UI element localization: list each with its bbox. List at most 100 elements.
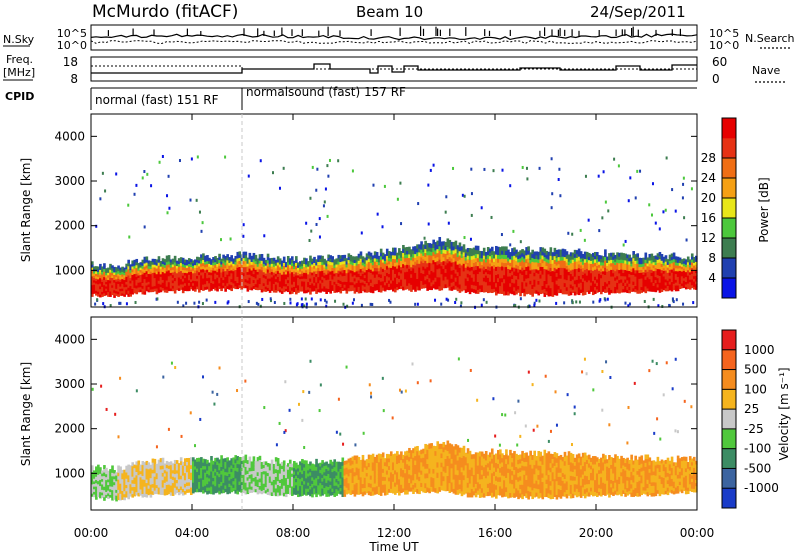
power-cell <box>276 273 280 277</box>
velocity-cell <box>119 466 122 471</box>
power-cell <box>202 262 205 267</box>
velocity-cell <box>159 468 163 474</box>
power-cell <box>297 289 300 293</box>
velocity-cell <box>103 465 106 470</box>
power-cell <box>135 282 139 286</box>
power-cell <box>105 290 108 294</box>
power-cell <box>503 278 506 284</box>
power-cell <box>636 273 640 278</box>
power-cell <box>630 257 633 261</box>
power-cell <box>495 290 498 296</box>
power-cell <box>664 281 668 286</box>
power-cell <box>559 281 563 286</box>
velocity-cell <box>230 468 233 473</box>
velocity-cell <box>179 482 183 487</box>
power-cell <box>183 267 187 271</box>
power-cell <box>353 256 357 260</box>
power-cell <box>505 266 508 272</box>
power-cell <box>323 261 326 265</box>
power-cell <box>282 288 286 293</box>
velocity-cell <box>200 481 203 486</box>
power-cell <box>177 260 181 265</box>
power-ground-echo <box>661 304 664 308</box>
power-cell <box>232 278 236 281</box>
power-cell <box>185 267 189 271</box>
power-cell <box>181 281 185 285</box>
power-cell <box>147 276 151 280</box>
power-cell <box>343 281 347 285</box>
power-cell <box>408 257 411 262</box>
power-cell <box>101 291 104 295</box>
power-cell <box>474 281 478 286</box>
power-cell <box>206 260 209 265</box>
power-cell <box>660 263 664 267</box>
power-cell <box>551 292 555 297</box>
power-cell <box>208 268 211 273</box>
power-cell <box>523 284 526 289</box>
velocity-cell <box>288 466 292 471</box>
power-cell <box>652 258 656 263</box>
power-cell <box>169 280 173 284</box>
power-cell <box>353 271 357 276</box>
power-cell <box>331 259 334 263</box>
power-cell <box>541 289 545 294</box>
power-cell <box>680 266 684 270</box>
power-cell <box>418 259 421 264</box>
power-cell <box>577 252 581 257</box>
power-cell <box>313 268 316 272</box>
power-cell <box>426 250 429 256</box>
power-cell <box>638 275 642 279</box>
power-cell <box>408 279 411 284</box>
power-cell <box>527 246 530 251</box>
power-cell <box>596 255 599 260</box>
power-cell <box>244 251 248 256</box>
power-cell <box>185 270 189 274</box>
velocity-cell <box>159 479 163 484</box>
velocity-cell <box>151 490 155 495</box>
power-cell <box>410 252 413 257</box>
power-cell <box>315 262 318 266</box>
power-cell <box>321 264 324 269</box>
velocity-cell <box>101 473 104 477</box>
power-cell <box>593 255 597 260</box>
power-cell <box>529 283 532 288</box>
power-cell <box>196 278 199 282</box>
power-cell <box>640 280 644 285</box>
power-cell <box>523 250 526 255</box>
power-cell <box>618 252 621 257</box>
power-cell <box>488 248 492 253</box>
power-cell <box>95 292 98 296</box>
power-cell <box>456 279 460 284</box>
power-cell <box>448 248 452 253</box>
power-cell <box>593 269 597 274</box>
power-cell <box>539 278 543 283</box>
power-cell <box>583 287 587 292</box>
power-sparse-echo <box>662 210 665 214</box>
power-cell <box>470 255 474 260</box>
velocity-cell <box>135 468 139 472</box>
power-cell <box>240 266 244 270</box>
power-cell <box>97 276 100 280</box>
power-cell <box>660 285 664 289</box>
power-cell <box>311 288 314 292</box>
power-cell <box>97 271 100 275</box>
power-ground-echo <box>324 298 327 302</box>
power-ground-echo <box>283 301 286 305</box>
power-cell <box>323 264 326 268</box>
velocity-cell <box>272 485 276 490</box>
power-cell <box>488 255 492 260</box>
power-cell <box>177 282 181 286</box>
power-cell <box>650 256 654 261</box>
power-cell <box>337 261 341 265</box>
power-cell <box>280 274 284 278</box>
power-cell <box>472 251 476 256</box>
power-cell <box>420 253 423 258</box>
power-cell <box>416 278 419 283</box>
power-cell <box>531 284 534 289</box>
power-cell <box>440 269 444 275</box>
power-cell <box>303 260 306 265</box>
power-cell <box>488 263 492 268</box>
power-cell <box>426 270 429 276</box>
power-cell <box>264 288 268 292</box>
power-cell <box>234 277 238 281</box>
